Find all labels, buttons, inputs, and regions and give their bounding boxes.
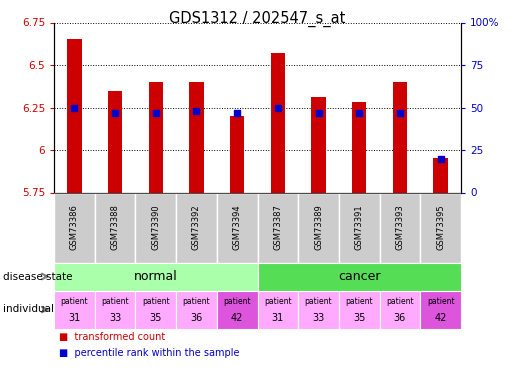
Text: 35: 35 bbox=[149, 313, 162, 323]
Text: 35: 35 bbox=[353, 313, 366, 323]
Bar bbox=[258, 262, 461, 291]
Text: cancer: cancer bbox=[338, 270, 381, 283]
Text: patient: patient bbox=[101, 297, 129, 306]
Bar bbox=[149, 82, 163, 192]
Point bbox=[192, 108, 200, 114]
Bar bbox=[380, 192, 420, 262]
Bar bbox=[95, 192, 135, 262]
Text: GSM73394: GSM73394 bbox=[233, 205, 242, 251]
Bar bbox=[420, 192, 461, 262]
Bar bbox=[190, 82, 203, 192]
Text: disease state: disease state bbox=[3, 272, 72, 282]
Bar bbox=[217, 192, 258, 262]
Bar bbox=[380, 291, 420, 328]
Bar bbox=[339, 291, 380, 328]
Bar bbox=[258, 291, 298, 328]
Text: GSM73389: GSM73389 bbox=[314, 205, 323, 251]
Point bbox=[70, 105, 78, 111]
Bar bbox=[393, 82, 407, 192]
Text: 42: 42 bbox=[434, 313, 447, 323]
Bar bbox=[135, 192, 176, 262]
Text: 36: 36 bbox=[394, 313, 406, 323]
Point bbox=[436, 156, 444, 162]
Text: patient: patient bbox=[264, 297, 291, 306]
Bar bbox=[434, 159, 448, 192]
Point bbox=[233, 110, 241, 116]
Bar bbox=[54, 192, 95, 262]
Text: 42: 42 bbox=[231, 313, 244, 323]
Text: GSM73390: GSM73390 bbox=[151, 205, 160, 251]
Text: patient: patient bbox=[427, 297, 454, 306]
Point bbox=[151, 110, 160, 116]
Text: 31: 31 bbox=[68, 313, 80, 323]
Text: GDS1312 / 202547_s_at: GDS1312 / 202547_s_at bbox=[169, 11, 346, 27]
Bar bbox=[95, 291, 135, 328]
Text: GSM73386: GSM73386 bbox=[70, 205, 79, 251]
Bar bbox=[176, 192, 217, 262]
Point bbox=[111, 110, 119, 116]
Bar bbox=[258, 192, 298, 262]
Text: patient: patient bbox=[142, 297, 169, 306]
Text: 31: 31 bbox=[272, 313, 284, 323]
Text: GSM73387: GSM73387 bbox=[273, 205, 282, 251]
Text: normal: normal bbox=[134, 270, 178, 283]
Text: 33: 33 bbox=[109, 313, 121, 323]
Bar bbox=[217, 291, 258, 328]
Text: patient: patient bbox=[183, 297, 210, 306]
Text: patient: patient bbox=[386, 297, 414, 306]
Bar bbox=[135, 291, 176, 328]
Point bbox=[396, 110, 404, 116]
Text: GSM73388: GSM73388 bbox=[111, 205, 119, 251]
Text: patient: patient bbox=[346, 297, 373, 306]
Bar bbox=[54, 291, 95, 328]
Bar bbox=[352, 102, 366, 192]
Point bbox=[274, 105, 282, 111]
Bar bbox=[67, 39, 81, 192]
Bar bbox=[176, 291, 217, 328]
Bar bbox=[54, 262, 258, 291]
Text: patient: patient bbox=[61, 297, 88, 306]
Bar bbox=[108, 90, 122, 192]
Bar bbox=[298, 192, 339, 262]
Bar bbox=[420, 291, 461, 328]
Text: patient: patient bbox=[305, 297, 332, 306]
Bar bbox=[339, 192, 380, 262]
Point bbox=[355, 110, 363, 116]
Text: ■  transformed count: ■ transformed count bbox=[59, 333, 165, 342]
Text: GSM73392: GSM73392 bbox=[192, 205, 201, 251]
Bar bbox=[312, 97, 325, 192]
Text: patient: patient bbox=[224, 297, 251, 306]
Text: individual: individual bbox=[3, 304, 54, 315]
Text: GSM73393: GSM73393 bbox=[396, 205, 404, 251]
Bar bbox=[298, 291, 339, 328]
Text: 33: 33 bbox=[313, 313, 324, 323]
Text: 36: 36 bbox=[191, 313, 202, 323]
Point bbox=[314, 110, 322, 116]
Text: ■  percentile rank within the sample: ■ percentile rank within the sample bbox=[59, 348, 239, 357]
Text: GSM73395: GSM73395 bbox=[436, 205, 445, 251]
Bar bbox=[271, 53, 285, 192]
Bar bbox=[230, 116, 244, 192]
Text: GSM73391: GSM73391 bbox=[355, 205, 364, 251]
